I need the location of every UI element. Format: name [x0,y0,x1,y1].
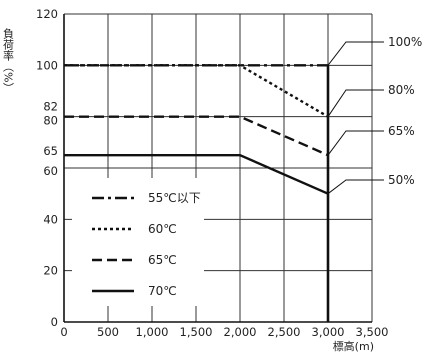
y-axis-title: 負荷率（%） [2,28,15,94]
callout-label: 100% [388,35,422,49]
axes: 負荷率（%） 標高(m) [2,14,374,353]
callout-leader [327,179,384,195]
y-tick-label: 120 [36,7,58,21]
callouts: 100% 80% 65% 50% [327,35,422,195]
callout-label: 50% [388,173,415,187]
legend-box [72,178,204,306]
x-tick-label: 3,000 [312,325,345,339]
series-line [64,115,329,157]
callout-leader [327,130,384,156]
x-tick-label: 2,500 [268,325,301,339]
series-line [64,153,329,195]
y-tick-label: 100 [36,58,58,72]
y-tick-label: 20 [43,264,58,278]
legend-label: 65℃ [148,253,177,267]
y-tick-label: 0 [51,315,58,329]
series-line [64,64,329,118]
y-tick-label: 82 [43,100,58,114]
y-tick-label: 65 [43,144,58,158]
y-tick-label: 80 [43,114,58,128]
y-tick-label: 40 [43,212,58,226]
x-tick-label: 500 [97,325,119,339]
tick-labels: 0 500 1,000 1,500 2,000 2,500 3,000 3,500 0 20 40 6… [36,7,388,339]
x-tick-label: 0 [60,325,67,339]
legend-label: 70℃ [148,284,177,298]
x-tick-label: 1,000 [136,325,169,339]
callout-leader [327,89,384,117]
callout-label: 65% [388,124,415,138]
callout-leader [327,41,384,66]
y-tick-label: 60 [43,164,58,178]
legend-label: 55℃以下 [148,191,201,205]
legend: 55℃以下 60℃ 65℃ 70℃ [72,178,204,306]
callout-label: 80% [388,83,415,97]
legend-label: 60℃ [148,222,177,236]
x-tick-label: 1,500 [180,325,213,339]
x-tick-label: 2,000 [224,325,257,339]
x-tick-label: 3,500 [356,325,389,339]
x-axis-title: 標高(m) [333,339,374,353]
